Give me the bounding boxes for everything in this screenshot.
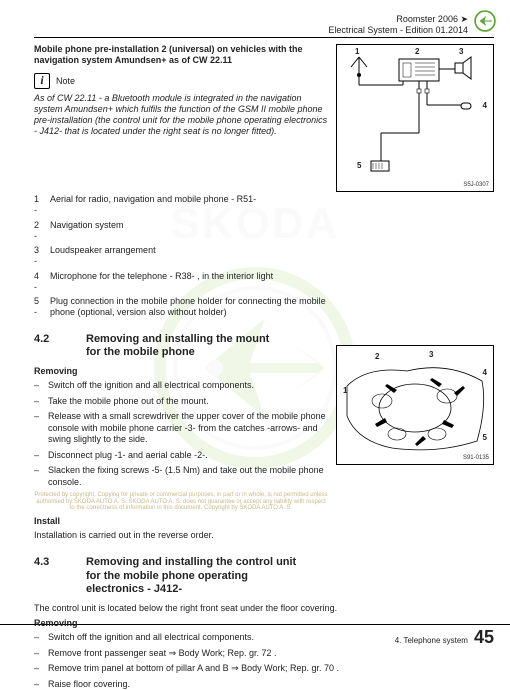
sec43-intro: The control unit is located below the ri… <box>34 603 494 614</box>
diagram2-label-2: 2 <box>375 352 379 361</box>
header-line-1: Roomster 2006 ➤ <box>328 14 468 25</box>
note-icon: i <box>34 73 50 89</box>
diagram1-label-4: 4 <box>483 101 487 110</box>
removing-heading-43: Removing <box>34 618 494 628</box>
intro-title: Mobile phone pre-installation 2 (univers… <box>34 44 328 67</box>
diagram2-label-5: 5 <box>483 433 487 442</box>
section-4-2-heading: 4.2 Removing and installing the mount fo… <box>34 333 328 361</box>
diagram1-label-3: 3 <box>459 47 463 56</box>
diagram1-label-2: 2 <box>415 47 419 56</box>
install-body-42: Installation is carried out in the rever… <box>34 530 328 540</box>
copyright-fineprint: Protected by copyright. Copying for priv… <box>34 492 328 512</box>
install-heading-42: Install <box>34 516 328 526</box>
skoda-logo-icon <box>474 10 496 32</box>
removing-heading-42: Removing <box>34 366 328 376</box>
diagram1-label-1: 1 <box>355 47 359 56</box>
note-label: Note <box>56 76 75 86</box>
section-4-3-heading: 4.3 Removing and installing the control … <box>34 556 494 597</box>
page-header: Roomster 2006 ➤ Electrical System - Edit… <box>34 14 494 38</box>
console-diagram: 1 2 3 4 5 S91-0135 <box>336 345 494 465</box>
wiring-diagram: 1 2 3 4 5 S5J-0307 <box>336 44 494 192</box>
diagram2-label-1: 1 <box>343 386 347 395</box>
diagram1-label-5: 5 <box>357 161 361 170</box>
note-body: As of CW 22.11 - a Bluetooth module is i… <box>34 93 328 138</box>
legend-list: 1 -Aerial for radio, navigation and mobi… <box>34 194 494 319</box>
removing-steps-43: –Switch off the ignition and all electri… <box>34 632 494 690</box>
diagram2-code: S91-0135 <box>463 455 489 461</box>
removing-steps-42: –Switch off the ignition and all electri… <box>34 380 328 488</box>
diagram1-code: S5J-0307 <box>463 182 489 188</box>
diagram2-label-3: 3 <box>429 350 433 359</box>
header-line-2: Electrical System - Edition 01.2014 <box>328 25 468 35</box>
diagram2-label-4: 4 <box>483 368 487 377</box>
